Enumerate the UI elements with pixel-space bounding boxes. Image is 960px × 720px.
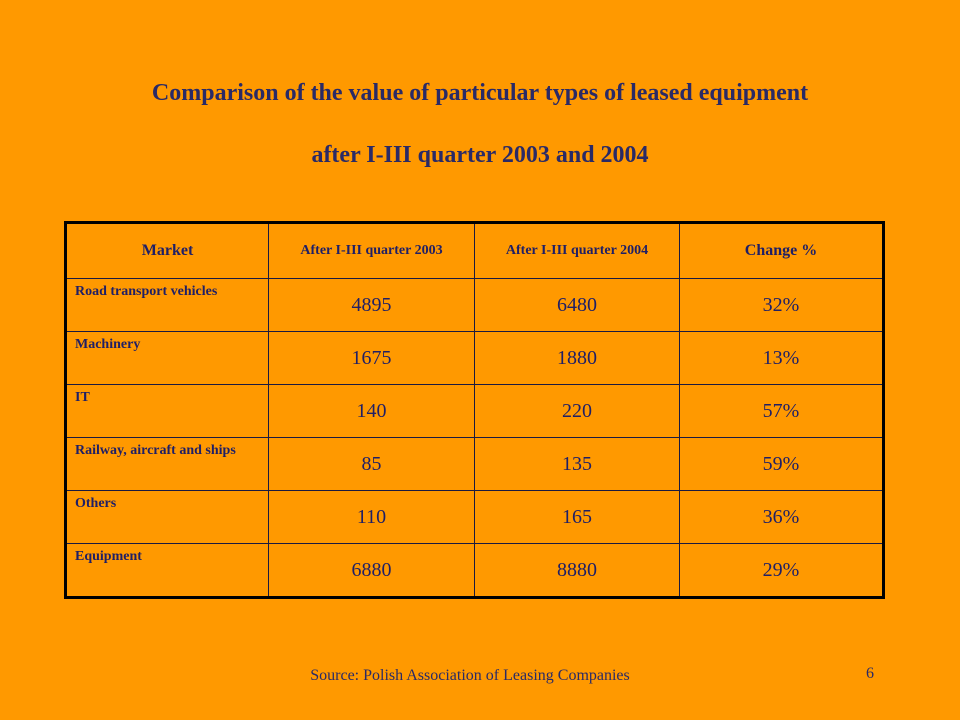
cell-2004: 220 [474,384,680,438]
source-footer: Source: Polish Association of Leasing Co… [310,667,630,684]
cell-market: IT [65,384,269,438]
cell-2003: 110 [268,490,475,544]
cell-2004: 135 [474,437,680,491]
cell-change: 36% [679,490,884,544]
table-header-row: Market After I-III quarter 2003 After I-… [65,222,884,279]
header-2003: After I-III quarter 2003 [268,222,475,279]
cell-change: 32% [679,278,884,332]
header-market: Market [65,222,269,279]
header-change: Change % [679,222,884,279]
cell-2004: 1880 [474,331,680,385]
leasing-comparison-table: Market After I-III quarter 2003 After I-… [64,221,885,599]
cell-2003: 85 [268,437,475,491]
cell-market: Others [65,490,269,544]
cell-market: Road transport vehicles [65,278,269,332]
page-number: 6 [866,665,874,682]
cell-2003: 140 [268,384,475,438]
slide-title-line-1: Comparison of the value of particular ty… [151,80,809,106]
table-row: Road transport vehicles 4895 6480 32% [65,278,884,332]
table-row: Railway, aircraft and ships 85 135 59% [65,437,884,491]
cell-2004: 8880 [474,543,680,598]
table-row: Others 110 165 36% [65,490,884,544]
cell-change: 13% [679,331,884,385]
cell-2003: 4895 [268,278,475,332]
cell-change: 59% [679,437,884,491]
cell-market: Equipment [65,543,269,598]
table-row: IT 140 220 57% [65,384,884,438]
table-row: Equipment 6880 8880 29% [65,543,884,598]
cell-2004: 165 [474,490,680,544]
cell-2003: 1675 [268,331,475,385]
table-row: Machinery 1675 1880 13% [65,331,884,385]
cell-2003: 6880 [268,543,475,598]
cell-market: Machinery [65,331,269,385]
cell-change: 57% [679,384,884,438]
header-2004: After I-III quarter 2004 [474,222,680,279]
cell-2004: 6480 [474,278,680,332]
cell-market: Railway, aircraft and ships [65,437,269,491]
slide-title-line-2: after I-III quarter 2003 and 2004 [311,142,649,168]
cell-change: 29% [679,543,884,598]
